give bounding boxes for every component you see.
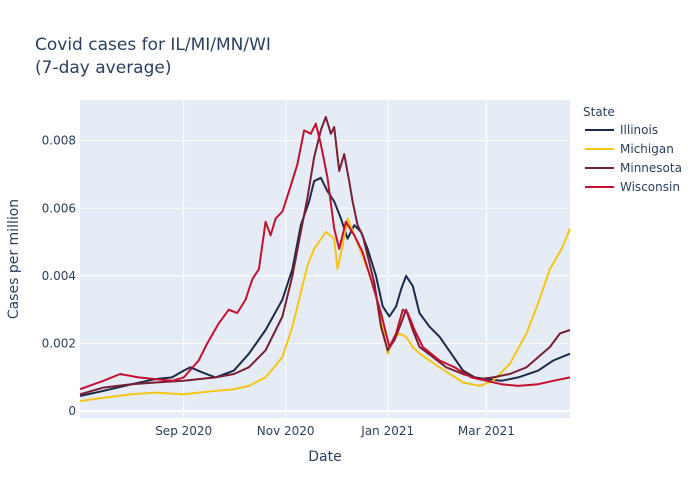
y-tick-label: 0.004: [42, 269, 76, 283]
series-line-illinois: [79, 176, 571, 397]
gridlines: [80, 100, 570, 418]
series-lines: [79, 115, 571, 403]
x-tick-label: Nov 2020: [257, 424, 315, 438]
x-axis-label: Date: [308, 449, 341, 465]
x-axis-ticks: Sep 2020 Nov 2020 Jan 2021 Mar 2021: [155, 424, 515, 438]
legend-label: Illinois: [620, 123, 658, 137]
legend-label: Minnesota: [620, 161, 682, 175]
y-axis-ticks: 0 0.002 0.004 0.006 0.008: [42, 134, 76, 419]
x-tick-label: Sep 2020: [155, 424, 212, 438]
plot-background: [80, 100, 570, 418]
legend-item-minnesota[interactable]: Minnesota: [585, 161, 682, 175]
y-tick-label: 0.008: [42, 134, 76, 148]
legend[interactable]: Illinois Michigan Minnesota Wisconsin: [585, 123, 682, 194]
legend-label: Wisconsin: [620, 180, 680, 194]
x-tick-label: Jan 2021: [360, 424, 414, 438]
series-line-wisconsin: [79, 122, 571, 391]
legend-item-wisconsin[interactable]: Wisconsin: [585, 180, 680, 194]
y-tick-label: 0: [68, 404, 76, 418]
chart-title-line-2: (7-day average): [35, 58, 171, 78]
chart-title-line-1: Covid cases for IL/MI/MN/WI: [35, 35, 271, 55]
legend-item-illinois[interactable]: Illinois: [585, 123, 658, 137]
x-tick-label: Mar 2021: [458, 424, 515, 438]
y-axis-label: Cases per million: [6, 199, 22, 319]
legend-label: Michigan: [620, 142, 674, 156]
legend-item-michigan[interactable]: Michigan: [585, 142, 674, 156]
y-tick-label: 0.002: [42, 337, 76, 351]
y-tick-label: 0.006: [42, 201, 76, 215]
legend-title: State: [583, 105, 615, 119]
